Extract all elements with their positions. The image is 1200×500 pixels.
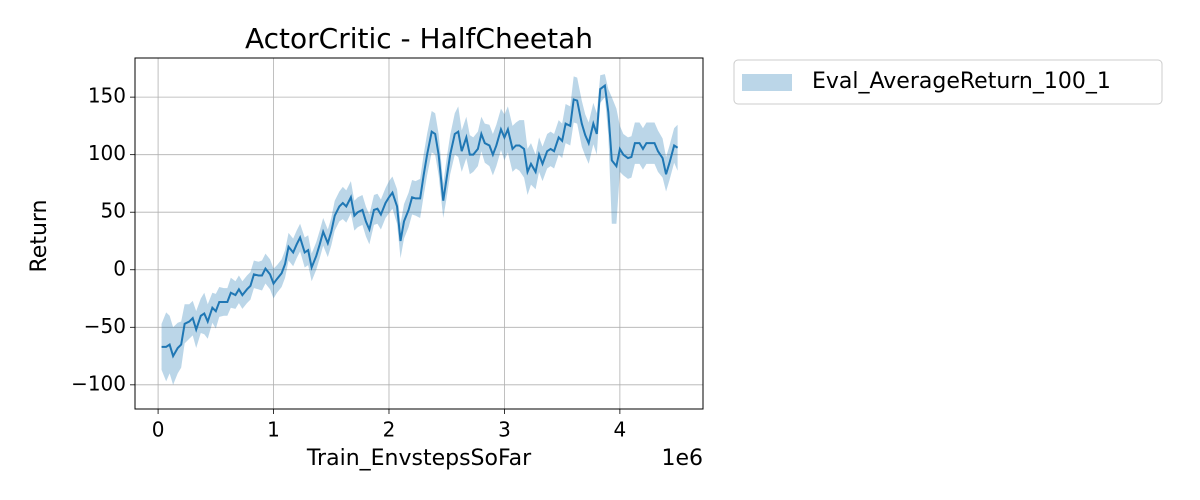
y-tick-label: −100 bbox=[71, 371, 126, 395]
x-tick-label: 3 bbox=[498, 418, 511, 442]
y-tick-label: 50 bbox=[101, 199, 126, 223]
plot-area: 0 1 2 3 4 −100 −50 0 50 100 150 bbox=[71, 57, 704, 442]
y-tick-label: 0 bbox=[113, 256, 126, 280]
x-offset-label: 1e6 bbox=[661, 446, 703, 471]
y-axis-label: Return bbox=[27, 199, 52, 272]
legend-frame bbox=[733, 59, 1163, 105]
legend-swatch bbox=[742, 74, 792, 91]
confidence-band bbox=[161, 74, 678, 385]
y-tick-label: 100 bbox=[88, 141, 126, 165]
chart-title: ActorCritic - HalfCheetah bbox=[245, 22, 593, 55]
x-axis-label: Train_EnvstepsSoFar bbox=[306, 446, 532, 471]
plot-frame bbox=[134, 57, 704, 410]
x-tick-label: 1 bbox=[267, 418, 280, 442]
x-tick-label: 4 bbox=[614, 418, 627, 442]
legend-label: Eval_AverageReturn_100_1 bbox=[812, 69, 1111, 94]
line bbox=[161, 83, 679, 359]
y-tick-label: −50 bbox=[84, 314, 126, 338]
x-tick-label: 2 bbox=[383, 418, 396, 442]
x-tick-label: 0 bbox=[152, 418, 165, 442]
y-tick-label: 150 bbox=[88, 84, 126, 108]
legend: Eval_AverageReturn_100_1 bbox=[733, 59, 1163, 105]
